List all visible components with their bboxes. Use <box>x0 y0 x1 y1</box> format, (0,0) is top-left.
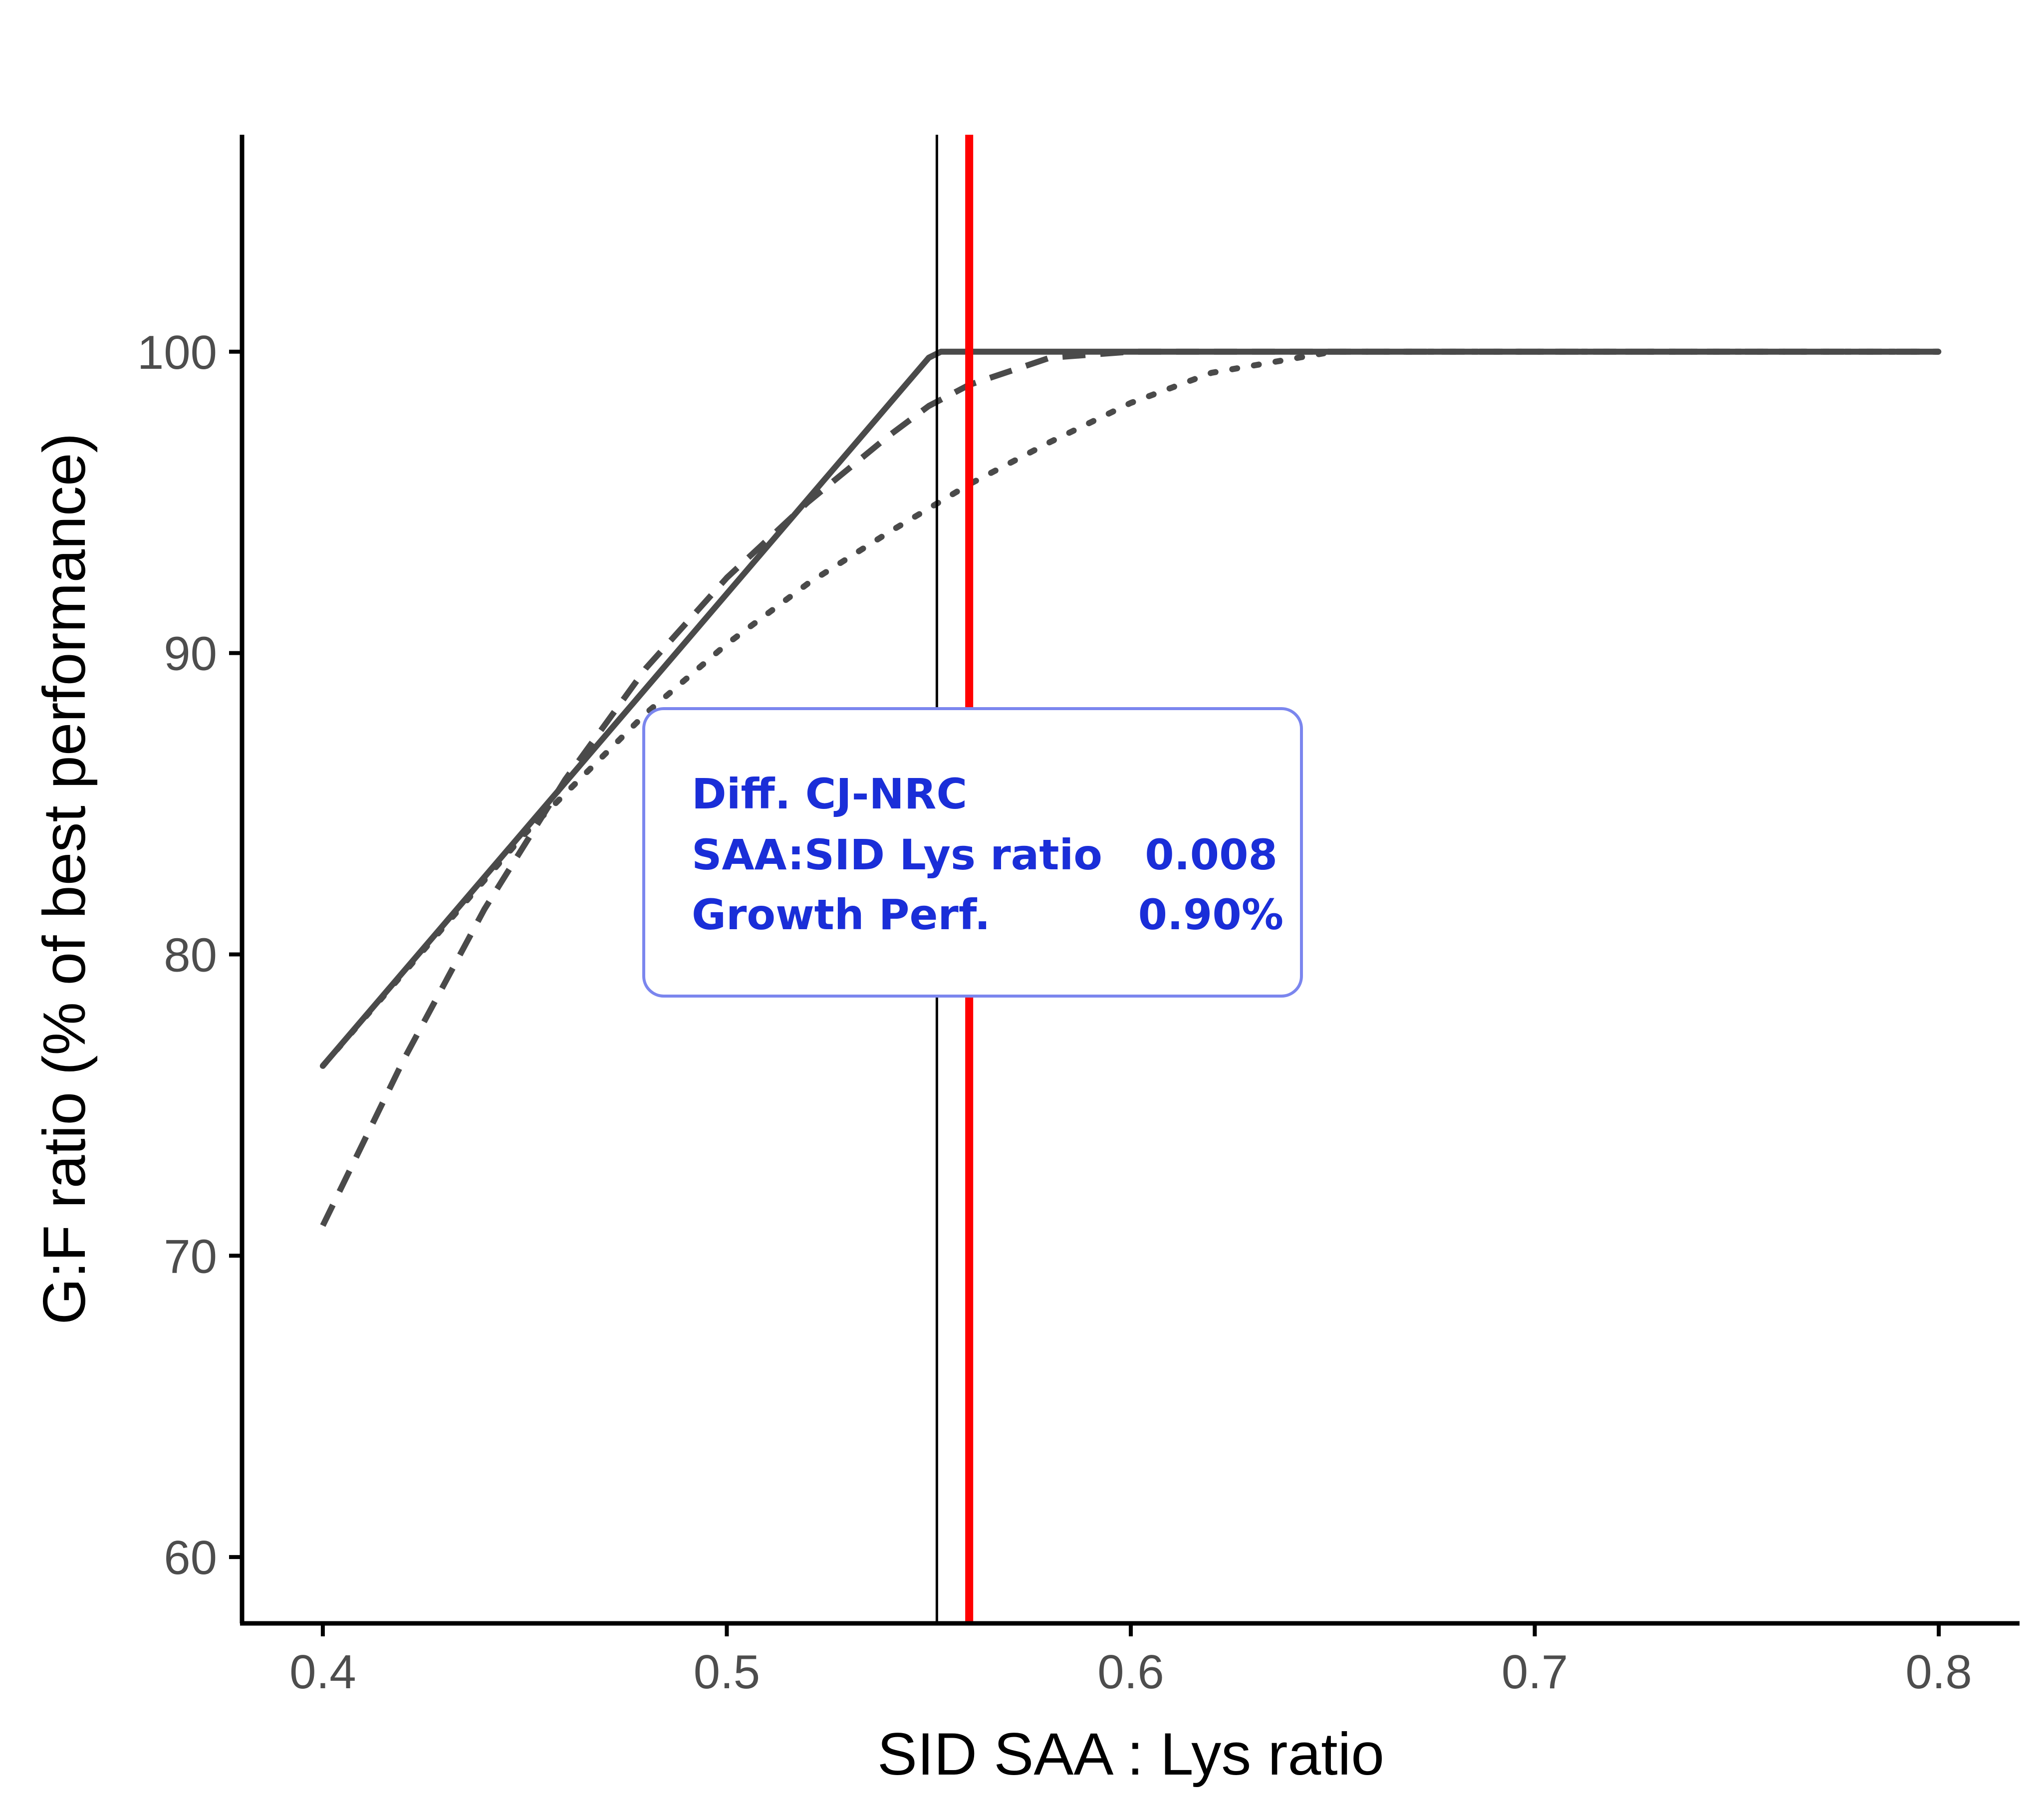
x-tick-label: 0.5 <box>694 1645 760 1699</box>
x-tick-label: 0.4 <box>289 1645 356 1699</box>
y-axis-title: G:F ratio (% of best performance) <box>31 433 98 1324</box>
annotation-box: Diff. CJ-NRC SAA:SID Lys ratio 0.008 Gro… <box>642 707 1303 998</box>
y-tick-label: 100 <box>137 326 217 379</box>
x-tick-label: 0.7 <box>1502 1645 1568 1699</box>
y-tick-label: 90 <box>164 627 217 681</box>
x-tick-label: 0.8 <box>1905 1645 1972 1699</box>
series-solid-line <box>320 348 1939 1068</box>
y-ticks: 60 70 80 90 100 <box>137 326 242 1584</box>
series-dashed-line <box>320 348 1939 1227</box>
annotation-title: Diff. CJ-NRC <box>692 770 967 818</box>
annotation-row-label: SAA:SID Lys ratio <box>692 830 1102 879</box>
x-axis-title: SID SAA : Lys ratio <box>877 1721 1384 1788</box>
annotation-row-label: Growth Perf. <box>692 890 991 939</box>
y-tick-label: 70 <box>164 1230 217 1283</box>
y-tick-label: 60 <box>164 1531 217 1584</box>
x-tick-label: 0.6 <box>1097 1645 1164 1699</box>
annotation-frame <box>642 707 1303 998</box>
y-tick-label: 80 <box>164 928 217 982</box>
x-ticks: 0.4 0.5 0.6 0.7 0.8 <box>289 1623 1972 1699</box>
annotation-row-value: 0.90% <box>1138 890 1283 939</box>
annotation-row-value: 0.008 <box>1145 830 1278 879</box>
